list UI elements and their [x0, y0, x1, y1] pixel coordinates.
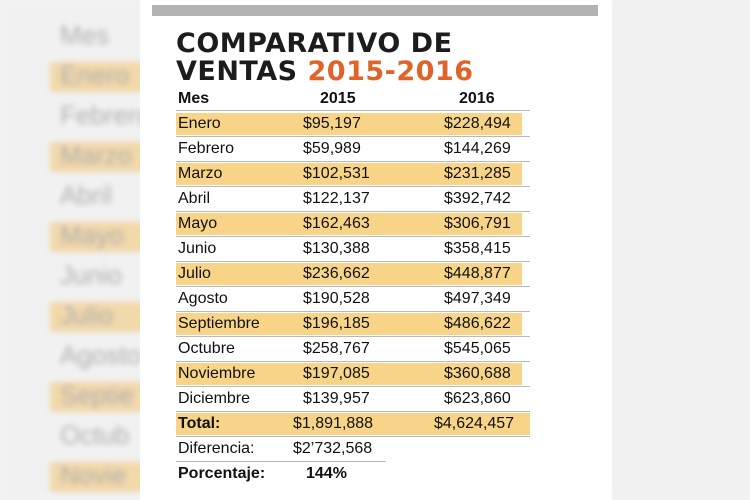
row-divider	[176, 411, 530, 412]
month-cell: Noviembre	[178, 365, 256, 382]
value-2016-cell: $392,742	[444, 190, 511, 207]
header-2015: 2015	[320, 90, 356, 107]
top-bar	[152, 5, 598, 16]
month-cell: Julio	[178, 265, 211, 282]
difference-value: $2’732,568	[293, 440, 373, 457]
total-highlight	[176, 413, 530, 435]
header-2016: 2016	[459, 90, 495, 107]
title-years: 2015-2016	[307, 56, 474, 87]
row-divider	[176, 261, 530, 262]
value-2016-cell: $448,877	[444, 265, 511, 282]
row-divider	[176, 236, 530, 237]
bg-echo-label: Enero	[60, 60, 130, 90]
value-2016-cell: $360,688	[444, 365, 511, 382]
value-2015-cell: $95,197	[303, 115, 361, 132]
month-cell: Junio	[178, 240, 217, 257]
title-line-2: VENTAS	[176, 56, 298, 87]
total-2015: $1,891,888	[293, 415, 374, 432]
value-2016-cell: $306,791	[444, 215, 511, 232]
month-cell: Abril	[178, 190, 211, 207]
row-divider	[176, 461, 386, 462]
value-2015-cell: $236,662	[303, 265, 370, 282]
month-cell: Septiembre	[178, 315, 260, 332]
value-2016-cell: $497,349	[444, 290, 511, 307]
row-highlight	[176, 113, 522, 135]
row-divider	[176, 211, 530, 212]
month-cell: Agosto	[178, 290, 228, 307]
bg-echo-label: Octub	[60, 420, 130, 450]
row-highlight	[176, 363, 522, 385]
value-2016-cell: $545,065	[444, 340, 511, 357]
header-mes: Mes	[178, 90, 210, 107]
row-highlight	[176, 313, 522, 335]
row-divider	[176, 436, 530, 437]
bg-row-highlight	[50, 222, 150, 252]
total-2016: $4,624,457	[434, 415, 515, 432]
row-divider	[176, 186, 530, 187]
total-label: Total:	[178, 415, 221, 432]
row-divider	[176, 336, 530, 337]
difference-label: Diferencia:	[178, 440, 255, 457]
row-highlight	[176, 213, 522, 235]
month-cell: Octubre	[178, 340, 235, 357]
bg-echo-label: Abril	[60, 180, 113, 210]
value-2016-cell: $623,860	[444, 390, 511, 407]
bg-echo-label: Mayo	[60, 220, 124, 250]
row-highlight	[176, 163, 522, 185]
bg-row-highlight	[50, 142, 150, 172]
chart-title: COMPARATIVO DE VENTAS 2015-2016	[176, 30, 474, 86]
value-2016-cell: $486,622	[444, 315, 511, 332]
blurred-background-left: Mes Enero Febrero Marzo Abril Mayo Junio Julio A…	[0, 0, 150, 500]
bg-row-highlight	[50, 62, 150, 92]
value-2016-cell: $231,285	[444, 165, 511, 182]
bg-echo-label: Mes	[60, 20, 110, 50]
bg-echo-label: Febrero	[60, 100, 150, 130]
bg-row-highlight	[50, 382, 150, 412]
bg-row-highlight	[50, 302, 150, 332]
value-2015-cell: $122,137	[303, 190, 370, 207]
value-2015-cell: $190,528	[303, 290, 370, 307]
bg-row-highlight	[50, 462, 150, 492]
blurred-background-right	[610, 0, 750, 500]
value-2015-cell: $102,531	[303, 165, 370, 182]
bg-echo-label: Junio	[60, 260, 123, 290]
row-divider	[176, 286, 530, 287]
row-highlight	[176, 263, 522, 285]
value-2015-cell: $59,989	[303, 140, 361, 157]
value-2015-cell: $139,957	[303, 390, 370, 407]
bg-echo-label: Marzo	[60, 140, 133, 170]
value-2016-cell: $144,269	[444, 140, 511, 157]
value-2016-cell: $228,494	[444, 115, 511, 132]
row-divider	[176, 110, 530, 111]
row-divider	[176, 136, 530, 137]
bg-echo-label: Septie	[60, 380, 134, 410]
month-cell: Febrero	[178, 140, 235, 157]
value-2015-cell: $130,388	[303, 240, 370, 257]
month-cell: Marzo	[178, 165, 223, 182]
month-cell: Diciembre	[178, 390, 251, 407]
month-cell: Enero	[178, 115, 221, 132]
bg-echo-label: Julio	[60, 300, 114, 330]
value-2015-cell: $196,185	[303, 315, 370, 332]
bg-echo-label: Novie	[60, 460, 127, 490]
value-2015-cell: $197,085	[303, 365, 370, 382]
percentage-label: Porcentaje:	[178, 465, 266, 482]
row-divider	[176, 311, 530, 312]
row-divider	[176, 161, 530, 162]
title-line-1: COMPARATIVO DE	[176, 28, 453, 59]
month-cell: Mayo	[178, 215, 218, 232]
row-divider	[176, 386, 530, 387]
value-2015-cell: $162,463	[303, 215, 370, 232]
value-2015-cell: $258,767	[303, 340, 370, 357]
value-2016-cell: $358,415	[444, 240, 511, 257]
bg-echo-label: Agosto	[60, 340, 141, 370]
row-divider	[176, 361, 530, 362]
percentage-value: 144%	[306, 465, 347, 482]
